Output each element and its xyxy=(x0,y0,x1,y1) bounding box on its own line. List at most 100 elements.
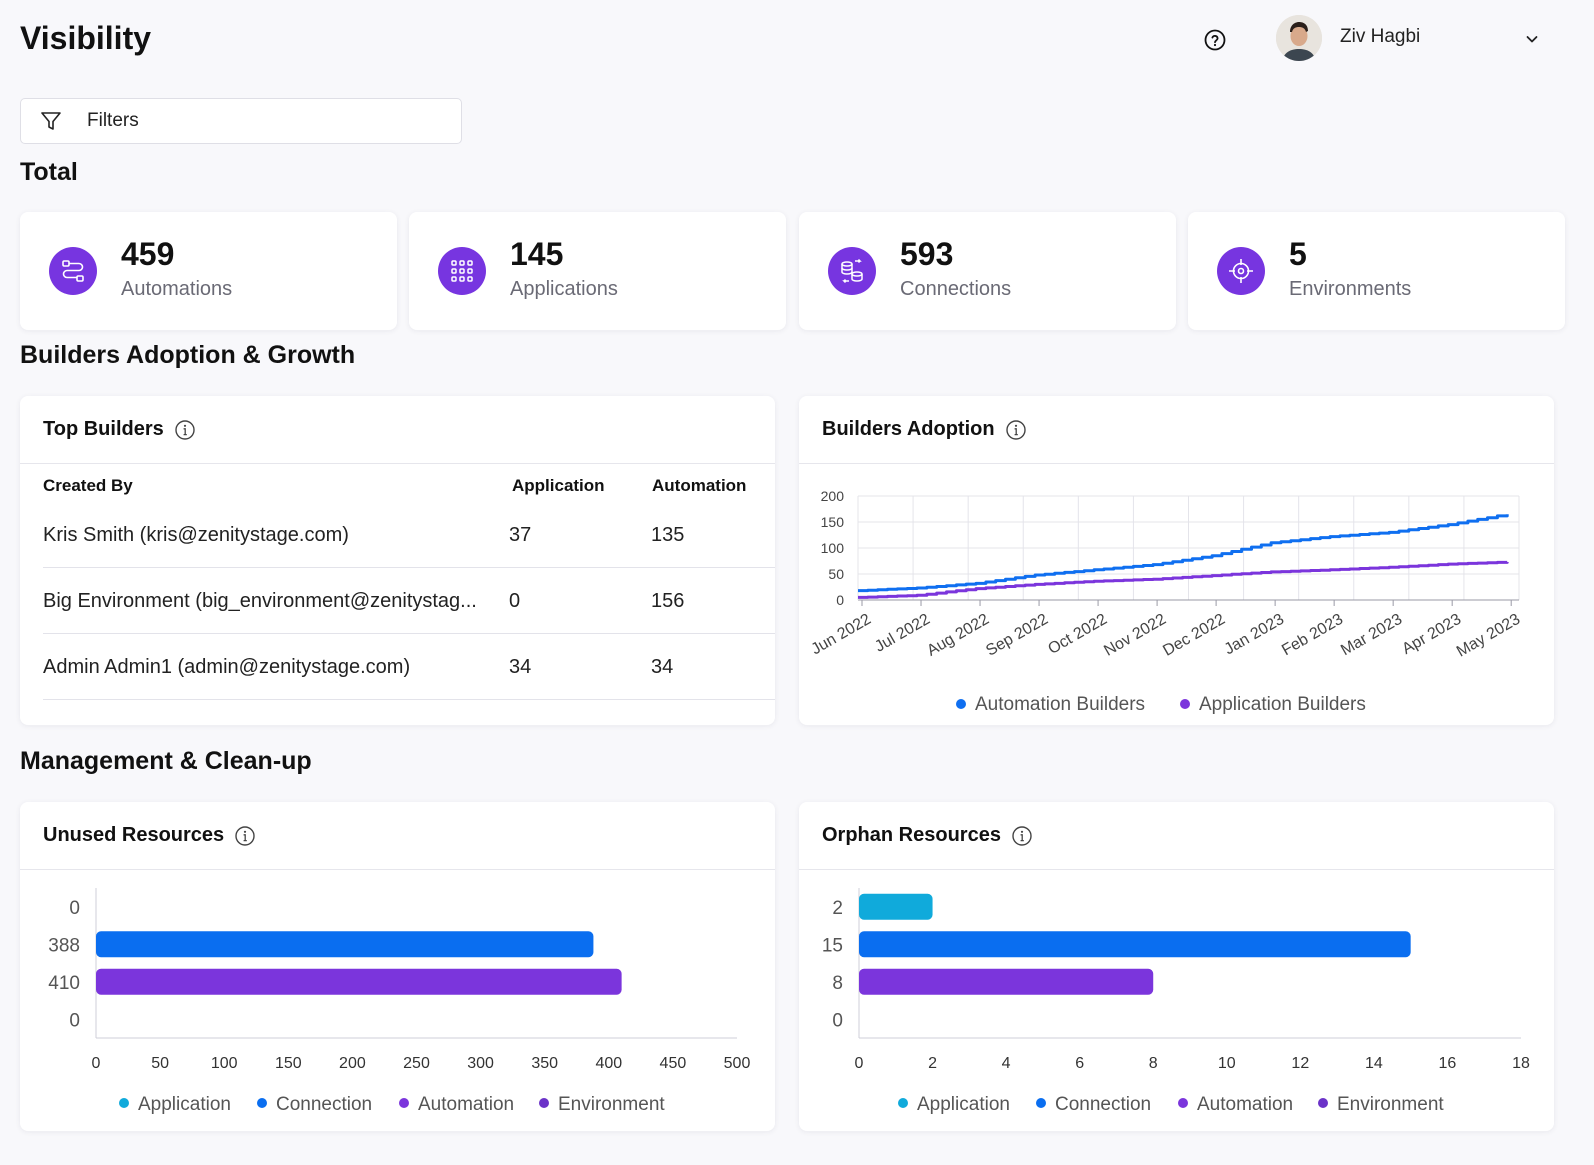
automation-flow-icon xyxy=(49,247,97,295)
x-tick-label: 14 xyxy=(1365,1055,1383,1072)
automations-count: 459 xyxy=(121,236,175,272)
applications-count: 145 xyxy=(510,236,564,272)
user-name[interactable]: Ziv Hagbi xyxy=(1340,26,1421,47)
automations-label: Automations xyxy=(121,278,233,300)
connections-count: 593 xyxy=(900,236,954,272)
x-tick-label: 2 xyxy=(928,1055,937,1072)
orphan-resources-chart: 2 15 8 0 0 2 4 6 8 10 12 14 16 18 Application Connectio… xyxy=(822,888,1530,1115)
crosshair-icon xyxy=(1217,247,1265,295)
table-row[interactable]: Kris Smith (kris@zenitystage.com) 37 135 xyxy=(43,502,775,568)
x-tick-label: 6 xyxy=(1075,1055,1084,1072)
legend-label-application-builders: Application Builders xyxy=(1199,694,1366,715)
bar-value-label-application: 0 xyxy=(69,898,80,919)
bar-value-label-application: 2 xyxy=(832,898,843,919)
x-tick-label: Feb 2023 xyxy=(1279,611,1346,660)
bar-connection xyxy=(96,931,594,958)
x-tick-label: 350 xyxy=(531,1055,558,1072)
orphan-resources-panel: Orphan Resources 2 15 8 0 0 2 4 6 8 10 12 14 16 18 App… xyxy=(799,802,1554,1131)
panel-title: Top Builders xyxy=(43,418,164,440)
x-tick-label: Jul 2022 xyxy=(872,611,933,656)
stat-card-automations[interactable]: 459 Automations xyxy=(20,212,397,330)
legend-label-automation: Automation xyxy=(1197,1094,1293,1115)
top-builders-header: Top Builders xyxy=(20,396,775,464)
x-tick-label: Dec 2022 xyxy=(1160,611,1228,660)
x-tick-label: 500 xyxy=(724,1055,751,1072)
chevron-down-icon[interactable] xyxy=(1522,29,1542,49)
info-icon[interactable] xyxy=(1005,419,1027,441)
created-by-cell: Kris Smith (kris@zenitystage.com) xyxy=(43,524,349,546)
x-tick-label: Apr 2023 xyxy=(1399,611,1464,658)
help-icon[interactable] xyxy=(1203,28,1227,52)
info-icon[interactable] xyxy=(174,419,196,441)
legend-marker-application xyxy=(119,1098,129,1108)
automation-cell: 135 xyxy=(651,524,685,546)
application-cell: 0 xyxy=(509,590,521,612)
legend-marker-automation-builders xyxy=(956,699,966,709)
connections-label: Connections xyxy=(900,278,1012,300)
legend-label-application: Application xyxy=(138,1094,231,1115)
builders-adoption-panel: Builders Adoption 0 50 100 150 200 Jun 2022 Ju… xyxy=(799,396,1554,725)
user-avatar-icon xyxy=(1276,15,1322,61)
column-header-created-by[interactable]: Created By xyxy=(43,476,133,495)
x-tick-label: Jun 2022 xyxy=(808,611,874,659)
stat-card-environments[interactable]: 5 Environments xyxy=(1188,212,1565,330)
y-tick-label: 200 xyxy=(821,488,845,504)
automation-cell: 34 xyxy=(651,656,674,678)
info-icon[interactable] xyxy=(1011,825,1033,847)
stat-card-connections[interactable]: 593 Connections xyxy=(799,212,1176,330)
x-tick-label: 150 xyxy=(275,1055,302,1072)
legend-marker-connection xyxy=(257,1098,267,1108)
legend-label-connection: Connection xyxy=(1055,1094,1151,1115)
x-tick-label: 0 xyxy=(92,1055,101,1072)
unused-resources-panel: Unused Resources 0 388 410 0 0 50 100 150 200 250… xyxy=(20,802,775,1131)
bar-value-label-environment: 0 xyxy=(832,1010,843,1031)
bar-connection xyxy=(859,931,1411,958)
legend-marker-application xyxy=(898,1098,908,1108)
x-tick-label: 0 xyxy=(855,1055,864,1072)
application-cell: 34 xyxy=(509,656,532,678)
automation-cell: 156 xyxy=(651,590,685,612)
filters-label: Filters xyxy=(87,110,139,131)
top-builders-panel: Top Builders Created By Application Auto… xyxy=(20,396,775,725)
legend-marker-automation xyxy=(1178,1098,1188,1108)
column-header-application[interactable]: Application xyxy=(512,476,605,495)
bar-value-label-connection: 388 xyxy=(48,935,80,956)
x-tick-label: 450 xyxy=(660,1055,687,1072)
legend-marker-application-builders xyxy=(1180,699,1190,709)
x-tick-label: Sep 2022 xyxy=(983,611,1051,660)
info-icon[interactable] xyxy=(234,825,256,847)
x-tick-label: 50 xyxy=(151,1055,169,1072)
unused-resources-chart: 0 388 410 0 0 50 100 150 200 250 300 350 400 450 500 Ap… xyxy=(48,888,751,1115)
legend-marker-automation xyxy=(399,1098,409,1108)
table-row[interactable]: Big Environment (big_environment@zenitys… xyxy=(43,568,775,634)
legend-label-application: Application xyxy=(917,1094,1010,1115)
builders-adoption-header: Builders Adoption xyxy=(799,396,1554,464)
filter-icon xyxy=(41,112,61,130)
y-tick-label: 0 xyxy=(836,592,844,608)
x-tick-label: 18 xyxy=(1512,1055,1530,1072)
x-tick-label: 10 xyxy=(1218,1055,1236,1072)
x-tick-label: Aug 2022 xyxy=(924,611,992,660)
x-tick-label: 200 xyxy=(339,1055,366,1072)
series-line-automation-builders xyxy=(858,514,1509,593)
x-tick-label: 300 xyxy=(467,1055,494,1072)
bar-automation xyxy=(96,968,622,995)
page-title: Visibility xyxy=(20,20,152,56)
panel-title: Orphan Resources xyxy=(822,824,1001,846)
environments-count: 5 xyxy=(1289,236,1307,272)
x-tick-label: 400 xyxy=(595,1055,622,1072)
filters-button[interactable]: Filters xyxy=(20,98,462,144)
bar-value-label-automation: 8 xyxy=(832,973,843,994)
table-row[interactable]: Admin Admin1 (admin@zenitystage.com) 34 … xyxy=(43,634,775,700)
column-header-automation[interactable]: Automation xyxy=(652,476,747,495)
avatar[interactable] xyxy=(1276,15,1322,61)
y-tick-label: 100 xyxy=(821,540,845,556)
section-title-total: Total xyxy=(20,158,78,186)
stat-card-applications[interactable]: 145 Applications xyxy=(409,212,786,330)
y-tick-label: 50 xyxy=(828,566,844,582)
applications-label: Applications xyxy=(510,278,618,300)
series-line-application-builders xyxy=(858,560,1509,599)
legend-marker-connection xyxy=(1036,1098,1046,1108)
legend-label-automation-builders: Automation Builders xyxy=(975,694,1145,715)
